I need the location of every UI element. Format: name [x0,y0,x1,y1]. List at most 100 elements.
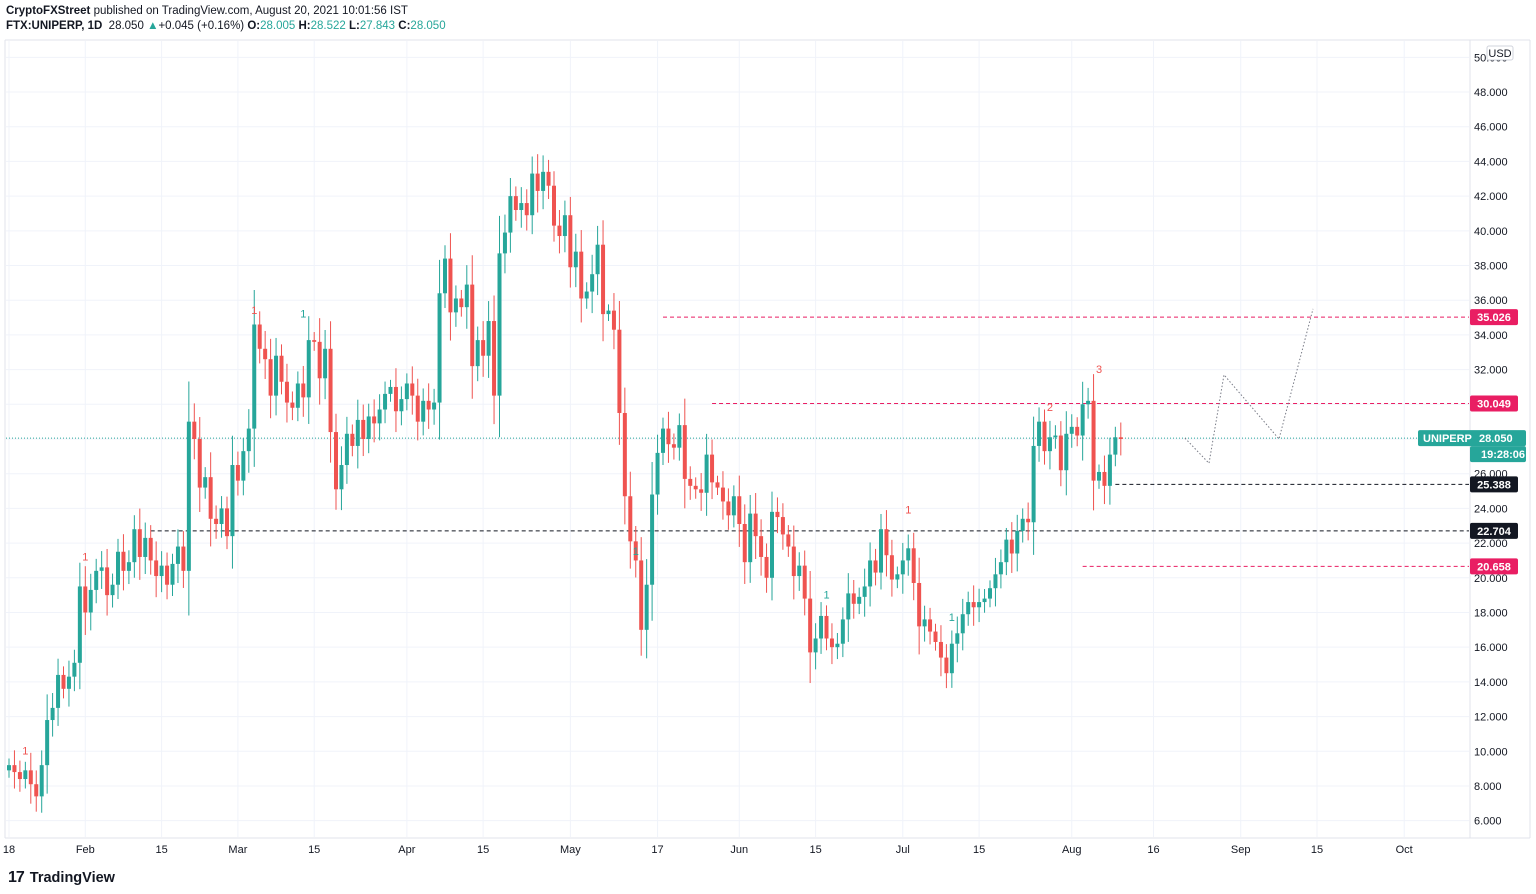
candle-up [770,511,774,578]
candle-down [361,419,366,439]
publish-line: CryptoFXStreet published on TradingView.… [6,4,446,19]
time-tick-label: 15 [155,844,167,856]
candle-up [655,452,660,495]
candle-up [453,298,458,313]
candle-up [519,203,524,211]
candle-up [230,465,235,537]
candle-down [884,529,889,556]
candle-up [94,570,99,590]
candle-down [290,402,295,408]
candle-down [415,395,420,422]
grid [6,41,1469,837]
candle-up [731,496,736,516]
time-tick-label: Jun [730,844,748,856]
candle-down [197,439,202,488]
resistance-price-label: 30.049 [1477,398,1511,410]
td-count-label: 1 [82,551,88,563]
candle-down [284,381,289,403]
candle-up [45,720,50,766]
td-counts: 1 1 1 1 1 1 1 1 2 3 [22,305,1102,758]
candle-down [917,582,922,627]
candle-up [584,291,589,299]
td-count-label: 1 [633,546,639,558]
candle-up [175,546,180,564]
open-label: O: [247,20,261,32]
candle-up [530,173,535,216]
candle-down [617,329,622,413]
support-price-label: 22.704 [1477,526,1512,538]
candle-down [181,546,186,571]
price-tick-label: 44.000 [1474,156,1508,168]
candle-down [61,674,66,689]
candle-up [922,619,927,627]
candle-up [56,674,61,708]
td-count-label: 1 [251,305,257,317]
candle-down [317,341,322,379]
candle-down [1042,421,1047,452]
support-price-label: 25.388 [1477,479,1511,491]
candle-up [295,383,300,408]
price-tick-label: 32.000 [1474,365,1508,377]
time-tick-label: 15 [809,844,821,856]
symbol-label: FTX:UNIPERP, 1D [6,20,103,32]
candle-up [432,402,437,410]
candle-down [426,400,431,410]
time-tick-label: 15 [477,844,489,856]
price-tick-label: 42.000 [1474,191,1508,203]
candle-up [590,274,595,292]
candle-up [383,393,388,410]
candle-up [219,508,224,525]
candle-down [628,496,633,542]
candle-down [557,225,562,237]
candle-down [568,215,573,268]
candle-up [644,584,649,630]
candle-up [966,602,971,615]
time-tick-label: 15 [973,844,985,856]
candle-up [895,574,900,580]
tradingview-logo-icon[interactable]: 17 [8,869,25,886]
td-count-label: 2 [1047,402,1053,414]
candle-down [393,386,398,412]
candles [7,154,1123,813]
close-value: 28.050 [410,20,446,32]
candle-down [611,310,616,330]
high-value: 28.522 [310,20,346,32]
candle-up [982,598,987,603]
resistance-price-tag [1470,558,1518,575]
candle-down [759,536,764,557]
candle-down [808,598,813,653]
time-axis[interactable]: 18 Feb 15 Mar 15 Apr 15 May 17 Jun 15 Jul 15 Aug 16 Sep… [3,844,1413,856]
candle-down [1058,435,1063,471]
candle-up [1080,404,1085,436]
currency-badge[interactable]: USD [1486,45,1514,61]
candle-down [350,433,355,446]
candle-up [573,251,578,268]
currency-badge-bg [1486,45,1514,61]
published-text: published on TradingView.com, August 20,… [93,5,408,17]
candle-up [595,244,600,275]
candle-down [791,546,796,577]
candle-down [192,421,197,439]
candle-down [775,511,780,518]
candle-up [1020,518,1025,531]
candle-down [699,489,704,493]
price-tick-label: 6.000 [1474,816,1502,828]
td-count-label: 1 [949,612,955,624]
tradingview-brand[interactable]: TradingView [29,870,115,886]
last-price: 28.050 [108,20,144,32]
candle-down [742,524,747,563]
candle-up [116,551,120,585]
candle-up [1069,426,1074,434]
candle-up [857,596,862,604]
low-label: L: [349,20,360,32]
publisher-name[interactable]: CryptoFXStreet [6,5,91,17]
candle-up [7,765,11,771]
time-tick-label: Apr [398,844,415,856]
candle-up [72,662,77,677]
candle-up [677,425,682,448]
candle-down [824,615,829,639]
candle-up [900,560,905,575]
candle-up [1004,539,1009,563]
high-label: H: [298,20,311,32]
